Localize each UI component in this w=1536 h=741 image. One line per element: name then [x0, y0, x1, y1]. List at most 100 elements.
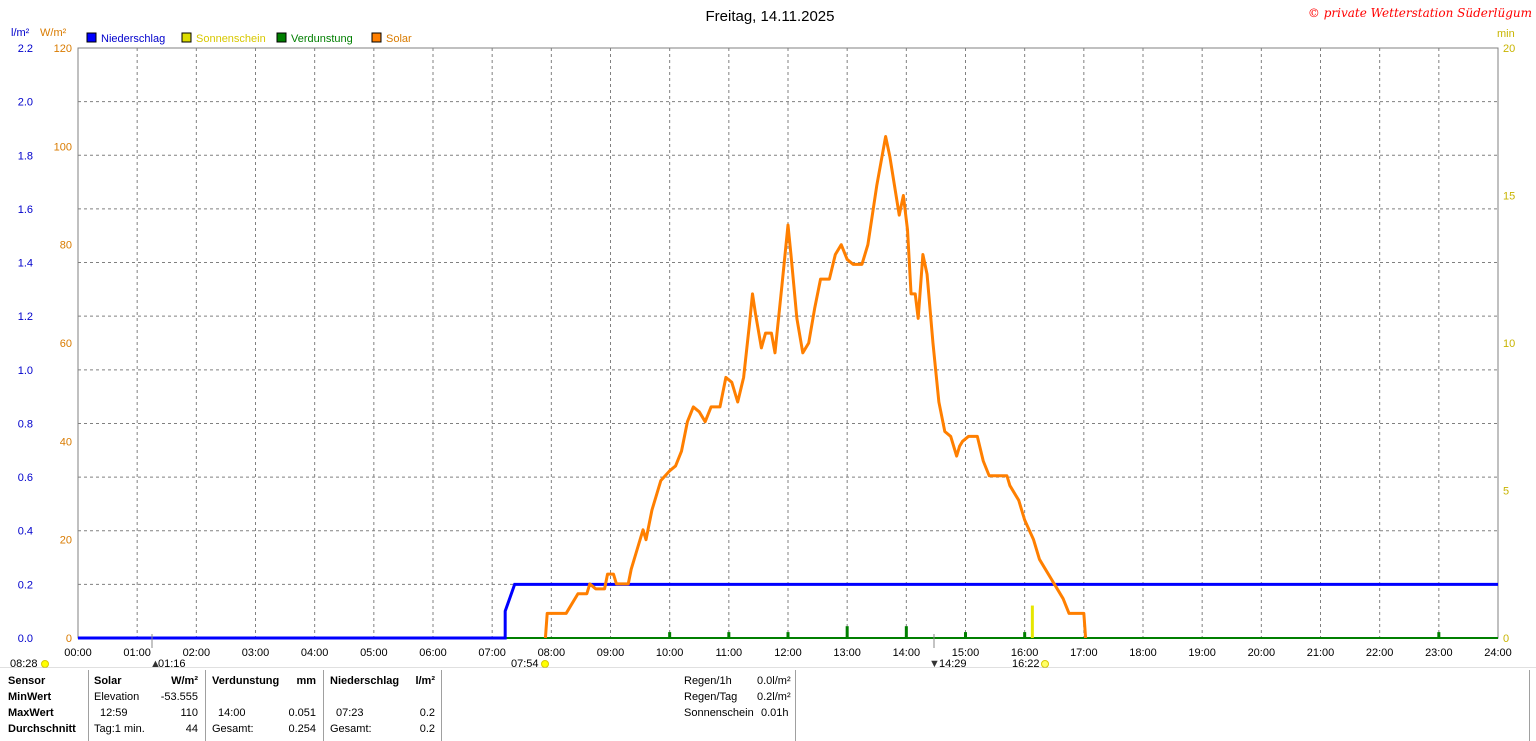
- up-arrow-icon: ▼: [929, 658, 940, 668]
- hdr-sensor: Sensor: [8, 675, 46, 687]
- chart-title: Freitag, 14.11.2025: [706, 8, 835, 25]
- nied-max-value: 0.2: [419, 707, 435, 719]
- row-label-max: MaxWert: [8, 707, 54, 719]
- x-tick-label: 05:00: [360, 647, 388, 659]
- hdr-niederschlag: Niederschlag: [330, 675, 400, 687]
- right-tick-label: 10: [1503, 338, 1515, 350]
- left2-tick-label: 80: [60, 240, 72, 252]
- left2-tick-label: 100: [54, 141, 72, 153]
- x-tick-label: 12:00: [774, 647, 802, 659]
- x-tick-label: 16:00: [1011, 647, 1039, 659]
- left1-tick-label: 1.4: [18, 258, 33, 270]
- left1-tick-label: 0.2: [18, 579, 33, 591]
- x-tick-label: 24:00: [1484, 647, 1512, 659]
- x-tick-label: 20:00: [1248, 647, 1276, 659]
- row-label-min: MinWert: [8, 691, 52, 703]
- hdr-niederschlag-unit: l/m²: [415, 675, 435, 687]
- col-divider: [795, 670, 796, 741]
- right-unit: min: [1497, 28, 1515, 40]
- legend-solar: Solar: [386, 33, 412, 45]
- x-tick-label: 06:00: [419, 647, 447, 659]
- summary-label-regentag: Regen/Tag: [684, 691, 738, 703]
- x-tick-label: 02:00: [183, 647, 211, 659]
- x-axis-ticks: 00:00 01:00 02:00 03:00 04:00 05:00 06:00 07:00…: [64, 647, 1512, 659]
- moon-icon: [1041, 660, 1049, 668]
- row-label-avg: Durchschnitt: [8, 723, 76, 735]
- col-divider: [88, 670, 89, 741]
- solar-avg-value: 44: [185, 723, 198, 735]
- x-tick-label: 00:00: [64, 647, 92, 659]
- legend: Niederschlag Sonnenschein Verdunstung So…: [86, 32, 412, 45]
- solar-avg-label: Tag:1 min.: [94, 723, 145, 735]
- marker-sunrise-label: 07:54: [511, 658, 539, 668]
- verdunstung-bar: [904, 626, 908, 638]
- right-tick-label: 5: [1503, 486, 1509, 498]
- left1-tick-label: 0.4: [18, 526, 33, 538]
- col-divider: [441, 670, 442, 741]
- solar-line: [543, 135, 1088, 639]
- left2-tick-label: 0: [66, 633, 72, 645]
- hdr-verdunstung: Verdunstung: [212, 675, 280, 687]
- sonnenschein-bar: [1030, 605, 1034, 638]
- legend-niederschlag: Niederschlag: [101, 33, 165, 45]
- hdr-verdunstung-unit: mm: [296, 675, 316, 687]
- left2-tick-label: 40: [60, 436, 72, 448]
- verdunstung-bar: [1437, 632, 1441, 638]
- left1-tick-label: 1.8: [18, 150, 33, 162]
- x-tick-label: 19:00: [1188, 647, 1216, 659]
- x-tick-label: 01:00: [123, 647, 151, 659]
- verd-max-time: 14:00: [218, 707, 246, 719]
- sun-icon: [541, 660, 549, 668]
- nied-max-time: 07:23: [336, 707, 364, 719]
- legend-verdunstung: Verdunstung: [291, 33, 353, 45]
- left1-tick-label: 1.0: [18, 365, 33, 377]
- x-tick-label: 18:00: [1129, 647, 1157, 659]
- marker-sunset-label: 16:22: [1012, 658, 1040, 668]
- x-tick-label: 17:00: [1070, 647, 1098, 659]
- grid: [78, 48, 1498, 638]
- x-tick-label: 15:00: [952, 647, 980, 659]
- marker-sunrise-left-label: 08:28: [10, 658, 38, 668]
- niederschlag-line: [78, 582, 1498, 640]
- right-tick-label: 20: [1503, 43, 1515, 55]
- x-tick-label: 11:00: [715, 647, 742, 659]
- left2-tick-label: 60: [60, 338, 72, 350]
- marker-low-label: 01:16: [158, 658, 186, 668]
- x-tick-label: 21:00: [1307, 647, 1335, 659]
- legend-swatch-verdunstung: [276, 32, 287, 43]
- x-tick-label: 13:00: [833, 647, 861, 659]
- left2-tick-label: 20: [60, 535, 72, 547]
- hdr-solar: Solar: [94, 675, 122, 687]
- solar-max-value: 110: [180, 707, 198, 719]
- left1-tick-label: 2.0: [18, 97, 33, 109]
- solar-max-time: 12:59: [100, 707, 128, 719]
- left1-tick-label: 1.2: [18, 311, 33, 323]
- line-series: [78, 135, 1498, 640]
- right-axis-ticks: 20 15 10 5 0: [1503, 43, 1515, 645]
- x-tick-label: 04:00: [301, 647, 329, 659]
- solar-min-label: Elevation: [94, 691, 140, 703]
- summary-value-regentag: 0.2l/m²: [757, 691, 791, 703]
- legend-swatch-niederschlag: [86, 32, 97, 43]
- nied-total-value: 0.2: [419, 723, 435, 735]
- verd-total-value: 0.254: [288, 723, 316, 735]
- x-tick-label: 03:00: [242, 647, 270, 659]
- x-tick-label: 08:00: [538, 647, 566, 659]
- x-tick-label: 22:00: [1366, 647, 1394, 659]
- legend-swatch-sonnenschein: [181, 32, 192, 43]
- weather-chart: Freitag, 14.11.2025 © private Wetterstat…: [0, 6, 1536, 668]
- left1-tick-label: 0.8: [18, 418, 33, 430]
- summary-value-regen1h: 0.0l/m²: [757, 675, 791, 687]
- hdr-solar-unit: W/m²: [171, 675, 198, 687]
- left1-unit: l/m²: [11, 27, 30, 39]
- verd-total-label: Gesamt:: [212, 723, 254, 735]
- x-tick-label: 10:00: [656, 647, 684, 659]
- copyright-text: © private Wetterstation Süderlügum: [1308, 6, 1532, 20]
- col-divider: [205, 670, 206, 741]
- left1-tick-label: 2.2: [18, 43, 33, 55]
- col-divider: [323, 670, 324, 741]
- verdunstung-bar: [727, 632, 731, 638]
- col-divider: [1529, 670, 1530, 741]
- x-tick-label: 07:00: [478, 647, 506, 659]
- nied-total-label: Gesamt:: [330, 723, 372, 735]
